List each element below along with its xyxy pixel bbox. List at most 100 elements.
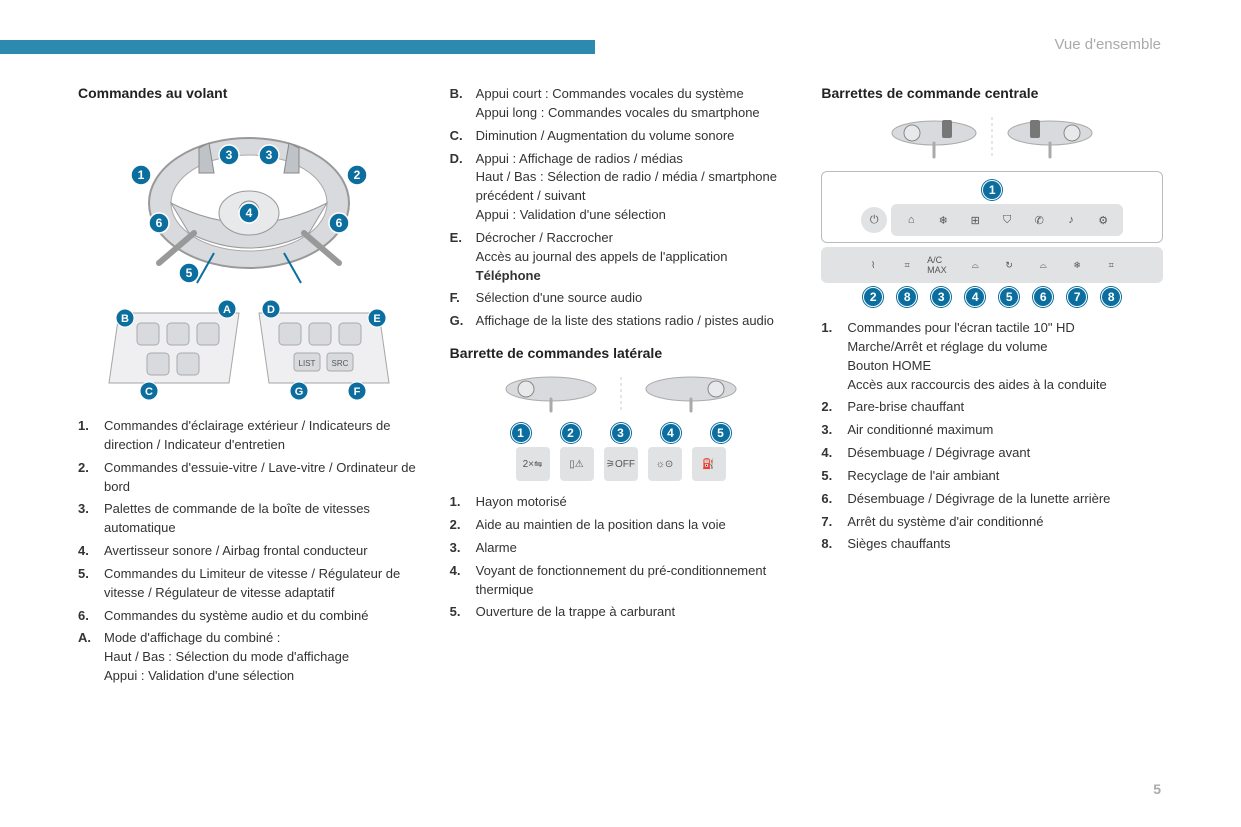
badge-4: 4	[661, 423, 681, 443]
lateral-buttons: 2×⇋▯⚠⚞OFF☼⊙⛽	[450, 447, 792, 481]
bottom-icon-8: ⌗	[1097, 253, 1125, 277]
list-item: 2.Aide au maintien de la position dans l…	[450, 516, 792, 535]
list-line: Haut / Bas : Sélection du mode d'afficha…	[104, 648, 349, 667]
svg-text:6: 6	[335, 216, 342, 230]
lateral-icon-4: ☼⊙	[648, 447, 682, 481]
lateral-icon-2: ▯⚠	[560, 447, 594, 481]
col2-letter-list: B. Appui court : Commandes vocales du sys…	[450, 85, 792, 331]
list-marker: 8.	[821, 535, 839, 554]
list-marker: 4.	[78, 542, 96, 561]
badge-4: 4	[965, 287, 985, 307]
list-text: Sélection d'une source audio	[476, 289, 643, 308]
top-icon-2: ❄	[929, 208, 957, 232]
list-marker: 3.	[78, 500, 96, 538]
list-marker: 2.	[78, 459, 96, 497]
list-item: 8. Sièges chauffants	[821, 535, 1163, 554]
badge-7: 7	[1067, 287, 1087, 307]
bottom-icon-1: ⌇	[859, 253, 887, 277]
svg-text:G: G	[295, 386, 304, 398]
col3-title: Barrettes de commande centrale	[821, 85, 1163, 101]
col2-lateral-list: 1.Hayon motorisé 2.Aide au maintien de la…	[450, 493, 792, 622]
top-icon-4: ⛉	[993, 208, 1021, 232]
list-marker: D.	[450, 150, 468, 225]
list-marker: A.	[78, 629, 96, 686]
col1-title: Commandes au volant	[78, 85, 420, 101]
svg-text:6: 6	[155, 216, 162, 230]
list-marker: E.	[450, 229, 468, 286]
svg-text:LIST: LIST	[298, 359, 315, 368]
top-icon-6: ♪	[1057, 208, 1085, 232]
bottom-icon-4: ⌓	[961, 253, 989, 277]
bottom-icon-3: A/C MAX	[927, 253, 955, 277]
list-line: Recyclage de l'air ambiant	[847, 467, 999, 486]
list-item: 3.Air conditionné maximum	[821, 421, 1163, 440]
list-text: Désembuage / Dégivrage de la lunette arr…	[847, 490, 1110, 509]
list-marker: F.	[450, 289, 468, 308]
list-item: D.Appui : Affichage de radios / médiasHa…	[450, 150, 792, 225]
list-item: 1.Hayon motorisé	[450, 493, 792, 512]
list-text: Voyant de fonctionnement du pré-conditio…	[476, 562, 792, 600]
list-item: B. Appui court : Commandes vocales du sys…	[450, 85, 792, 123]
list-text: Affichage de la liste des stations radio…	[476, 312, 774, 331]
list-line: Appui court : Commandes vocales du systè…	[476, 85, 760, 104]
lateral-top-graphic	[450, 371, 792, 417]
list-marker: 1.	[821, 319, 839, 394]
list-marker: 1.	[450, 493, 468, 512]
list-item: 4. Désembuage / Dégivrage avant	[821, 444, 1163, 463]
list-item: 2. Pare-brise chauffant	[821, 398, 1163, 417]
power-icon: ⏻	[861, 207, 887, 233]
list-text: Commandes d'éclairage extérieur / Indica…	[104, 417, 420, 455]
list-marker: 7.	[821, 513, 839, 532]
list-line-bold: Téléphone	[476, 267, 728, 286]
list-text: Ouverture de la trappe à carburant	[476, 603, 675, 622]
list-text: Aide au maintien de la position dans la …	[476, 516, 726, 535]
list-marker: 3.	[450, 539, 468, 558]
list-text: Air conditionné maximum	[847, 421, 993, 440]
list-item: 3.Palettes de commande de la boîte de vi…	[78, 500, 420, 538]
top-icon-bar: ⌂❄⊞⛉✆♪⚙	[891, 204, 1123, 236]
bottom-icon-6: ⌓	[1029, 253, 1057, 277]
svg-text:5: 5	[185, 266, 192, 280]
page-number: 5	[1153, 781, 1161, 797]
list-marker: C.	[450, 127, 468, 146]
list-text: Appui : Affichage de radios / médiasHaut…	[476, 150, 792, 225]
list-line: Bouton HOME	[847, 357, 1106, 376]
badge-5: 5	[711, 423, 731, 443]
list-line: Désembuage / Dégivrage avant	[847, 444, 1030, 463]
list-marker: 1.	[78, 417, 96, 455]
list-line: Pare-brise chauffant	[847, 398, 964, 417]
column-1: Commandes au volant 1	[78, 85, 420, 690]
content-columns: Commandes au volant 1	[78, 85, 1163, 690]
list-item: 5.Commandes du Limiteur de vitesse / Rég…	[78, 565, 420, 603]
list-marker: B.	[450, 85, 468, 123]
list-marker: 2.	[821, 398, 839, 417]
section-label: Vue d'ensemble	[1054, 36, 1161, 53]
list-line: Affichage de la liste des stations radio…	[476, 312, 774, 331]
list-line: Air conditionné maximum	[847, 421, 993, 440]
top-accent-bar	[0, 40, 595, 54]
badge-6: 6	[1033, 287, 1053, 307]
list-line: Appui long : Commandes vocales du smartp…	[476, 104, 760, 123]
badge-1: 1	[511, 423, 531, 443]
list-item: 5.Recyclage de l'air ambiant	[821, 467, 1163, 486]
col3-list: 1.Commandes pour l'écran tactile 10" HDM…	[821, 319, 1163, 554]
list-item: G.Affichage de la liste des stations rad…	[450, 312, 792, 331]
list-item: F. Sélection d'une source audio	[450, 289, 792, 308]
list-marker: 4.	[821, 444, 839, 463]
badge-8: 8	[1101, 287, 1121, 307]
list-item: E.Décrocher / RaccrocherAccès au journal…	[450, 229, 792, 286]
list-line: Haut / Bas : Sélection de radio / média …	[476, 168, 792, 206]
badge-8: 8	[897, 287, 917, 307]
list-item: 4.Voyant de fonctionnement du pré-condit…	[450, 562, 792, 600]
list-line: Décrocher / Raccrocher	[476, 229, 728, 248]
svg-text:C: C	[145, 386, 153, 398]
lateral-icon-1: 2×⇋	[516, 447, 550, 481]
lateral-icon-3: ⚞OFF	[604, 447, 638, 481]
list-text: Sièges chauffants	[847, 535, 950, 554]
list-item: C.Diminution / Augmentation du volume so…	[450, 127, 792, 146]
badge-3: 3	[931, 287, 951, 307]
list-marker: 6.	[78, 607, 96, 626]
list-line: Commandes pour l'écran tactile 10" HD	[847, 319, 1106, 338]
badge-5: 5	[999, 287, 1019, 307]
top-icon-3: ⊞	[961, 208, 989, 232]
